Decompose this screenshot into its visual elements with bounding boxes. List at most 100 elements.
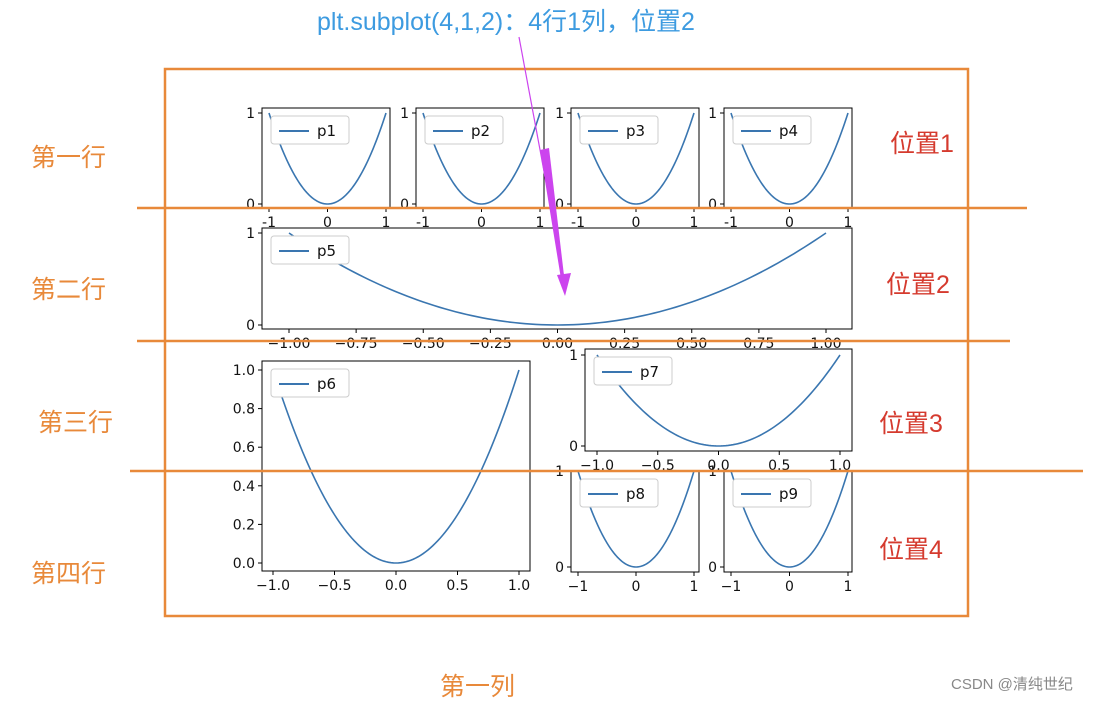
series-line-p9 [730,471,849,568]
y-tick-label: 0.4 [233,479,255,495]
legend-label: p3 [626,122,645,140]
y-tick-label: 1 [246,226,255,242]
x-tick-label: 0 [785,579,794,595]
series-line-p6 [272,369,520,564]
x-tick-label: 0 [632,579,641,595]
watermark: CSDN @清纯世纪 [951,676,1073,693]
y-tick-label: 1 [555,106,564,122]
x-tick-label: 1 [690,215,699,231]
x-tick-label: −1 [721,579,742,595]
legend-label: p2 [471,122,490,140]
legend-label: p7 [640,363,659,381]
series-line-p3 [577,112,695,205]
arrow-body [540,148,565,285]
x-tick-label: −0.75 [335,336,378,352]
series-line-p5 [288,232,827,326]
legend-box [732,478,812,508]
x-tick-label: 0.5 [446,578,468,594]
x-tick-label: −0.50 [402,336,445,352]
x-tick-label: 0.75 [743,336,774,352]
arrow-head [557,273,571,296]
legend-label: p5 [317,242,336,260]
y-tick-label: 0 [246,318,255,334]
x-tick-label: −0.5 [318,578,352,594]
series-line-p7 [596,354,841,447]
position-label-1: 位置1 [890,130,954,158]
subplot-p6: 0.0 0.2 0.4 0.6 0.8 1.0 −1.0 −0.5 0.0 0.5 1.0 p6 [233,360,531,594]
legend-box [579,478,659,508]
x-tick-label: 1.00 [810,336,841,352]
x-tick-label: 0.0 [385,578,407,594]
x-tick-label: 0 [785,215,794,231]
y-tick-label: 1.0 [233,363,255,379]
legend-box [732,115,812,145]
y-tick-label: 0 [708,197,717,213]
legend-label: p1 [317,122,336,140]
y-tick-label: 0 [708,560,717,576]
y-tick-label: 0 [246,197,255,213]
y-tick-label: 1 [708,106,717,122]
subplot-p7: 01−1.0 −0.5 0.0 0.5 1.0p7 [569,348,853,474]
legend-box [593,356,673,386]
y-tick-label: 0.0 [233,556,255,572]
position-label-3: 位置3 [879,410,943,438]
legend-label: p4 [779,122,798,140]
subplot-p5: 01−1.00 −0.75 −0.50 −0.25 0.00 0.25 0.50 0.75 1.… [246,226,853,352]
y-tick-label: 0.2 [233,517,255,533]
legend-box [579,115,659,145]
row-label-2: 第二行 [31,276,107,304]
row-label-3: 第三行 [38,409,114,437]
x-tick-label: -1 [571,215,585,231]
y-tick-label: 1 [569,348,578,364]
x-tick-label: 1.0 [508,578,530,594]
x-tick-label: 0 [477,215,486,231]
x-tick-label: -1 [724,215,738,231]
subplot-p1: 0 1 -1 0 1 p1 [246,106,391,231]
x-tick-label: −0.25 [469,336,512,352]
y-tick-label: 0 [555,197,564,213]
y-tick-label: 0 [555,560,564,576]
x-tick-label: 0.25 [609,336,640,352]
series-line-p4 [730,112,849,205]
legend-box [424,115,504,145]
x-tick-label: 1 [382,215,391,231]
subplot-p4: 0 1 -1 0 1 p4 [708,106,853,231]
x-tick-label: −1 [568,579,589,595]
legend-label: p8 [626,485,645,503]
x-tick-label: 0 [323,215,332,231]
legend-label: p9 [779,485,798,503]
x-tick-label: −1.00 [268,336,311,352]
x-tick-label: −1.0 [256,578,290,594]
x-tick-label: 1 [536,215,545,231]
x-tick-label: 1 [690,579,699,595]
x-tick-label: -1 [262,215,276,231]
row-label-1: 第一行 [31,144,107,172]
series-line-p8 [577,471,695,568]
x-tick-label: 0 [632,215,641,231]
y-tick-label: 0.6 [233,440,255,456]
figure-frame [163,67,970,618]
legend-box [270,115,350,145]
x-tick-label: 1 [844,579,853,595]
position-label-4: 位置4 [879,536,943,564]
series-line-p1 [268,112,387,205]
series-line-p2 [422,112,541,205]
x-tick-label: 0.50 [676,336,707,352]
y-tick-label: 1 [400,106,409,122]
legend-label: p6 [317,375,336,393]
column-label: 第一列 [440,673,516,701]
x-tick-label: 1 [844,215,853,231]
y-tick-label: 1 [246,106,255,122]
y-tick-label: 0.8 [233,402,255,418]
legend-box [270,368,350,398]
subplot-p3: 0 1 -1 0 1 p3 [555,106,700,231]
y-tick-label: 0 [569,439,578,455]
position-label-2: 位置2 [886,271,950,299]
row-label-4: 第四行 [31,560,107,588]
x-tick-label: -1 [416,215,430,231]
legend-box [270,235,350,265]
